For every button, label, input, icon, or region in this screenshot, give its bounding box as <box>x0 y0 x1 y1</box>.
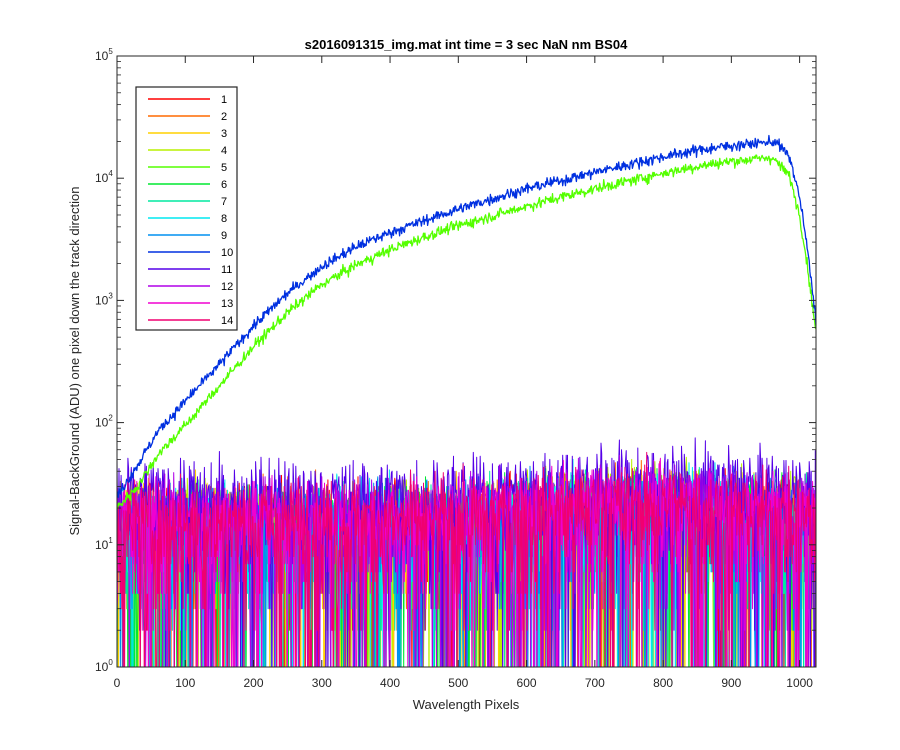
legend-label-12: 12 <box>221 281 233 293</box>
y-tick-label: 103 <box>95 291 113 307</box>
legend-label-2: 2 <box>221 111 227 123</box>
x-tick-label: 200 <box>244 676 264 690</box>
y-tick-label: 104 <box>95 169 113 185</box>
legend-label-13: 13 <box>221 298 233 310</box>
y-tick-exponent: 5 <box>108 47 113 56</box>
x-tick-label: 900 <box>721 676 741 690</box>
series-line-5 <box>117 154 816 510</box>
legend-label-8: 8 <box>221 213 227 225</box>
y-tick-base: 10 <box>95 293 109 307</box>
y-tick-base: 10 <box>95 416 109 430</box>
y-tick-base: 10 <box>95 49 109 63</box>
legend-label-14: 14 <box>221 315 233 327</box>
legend-label-11: 11 <box>221 264 232 276</box>
x-tick-label: 500 <box>448 676 468 690</box>
y-tick-exponent: 0 <box>108 658 113 667</box>
legend-label-5: 5 <box>221 162 227 174</box>
y-tick-exponent: 4 <box>108 169 113 178</box>
legend-box <box>135 86 238 331</box>
x-tick-label: 0 <box>114 676 121 690</box>
y-tick-base: 10 <box>95 171 109 185</box>
chart-title: s2016091315_img.mat int time = 3 sec NaN… <box>305 37 628 52</box>
x-tick-label: 100 <box>175 676 195 690</box>
x-tick-label: 400 <box>380 676 400 690</box>
x-tick-label: 1000 <box>786 676 813 690</box>
x-tick-label: 300 <box>312 676 332 690</box>
legend-label-6: 6 <box>221 179 227 191</box>
x-tick-label: 800 <box>653 676 673 690</box>
legend-label-3: 3 <box>221 128 227 140</box>
legend-label-4: 4 <box>221 145 227 157</box>
y-tick-base: 10 <box>95 660 109 674</box>
y-tick-exponent: 3 <box>108 291 113 300</box>
legend-label-10: 10 <box>221 247 233 259</box>
y-tick-label: 100 <box>95 658 113 674</box>
series-line-10 <box>117 134 816 499</box>
x-tick-label: 600 <box>517 676 537 690</box>
y-axis-label: Signal-BackGround (ADU) one pixel down t… <box>67 186 82 535</box>
series-layer <box>117 134 816 667</box>
x-tick-label: 700 <box>585 676 605 690</box>
series-line-13 <box>117 457 816 667</box>
x-axis: 0 100 200 300 400 500 600 700 800 900 1000 <box>114 56 813 690</box>
y-tick-base: 10 <box>95 538 109 552</box>
y-tick-label: 105 <box>95 47 113 63</box>
y-tick-exponent: 1 <box>108 536 113 545</box>
x-axis-label: Wavelength Pixels <box>413 697 520 712</box>
y-tick-label: 102 <box>95 414 113 430</box>
legend-label-9: 9 <box>221 230 227 242</box>
series-line-14 <box>117 451 816 667</box>
y-tick-exponent: 2 <box>108 414 113 423</box>
legend-label-1: 1 <box>221 94 227 106</box>
plot-frame <box>116 55 817 668</box>
y-tick-label: 101 <box>95 536 113 552</box>
legend-label-7: 7 <box>221 196 227 208</box>
